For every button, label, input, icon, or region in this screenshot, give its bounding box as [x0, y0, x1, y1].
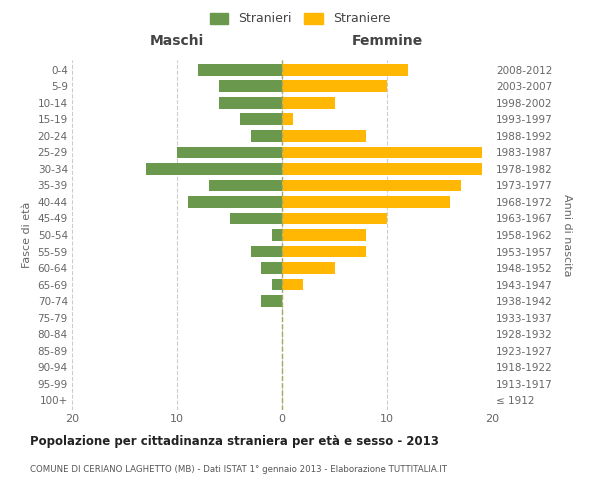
- Bar: [229, 212, 282, 224]
- Bar: [282, 114, 293, 126]
- Bar: [251, 246, 282, 258]
- Bar: [282, 196, 450, 208]
- Bar: [187, 196, 282, 208]
- Bar: [251, 130, 282, 142]
- Bar: [198, 64, 282, 76]
- Legend: Stranieri, Straniere: Stranieri, Straniere: [203, 6, 397, 32]
- Bar: [282, 229, 366, 241]
- Bar: [219, 97, 282, 109]
- Y-axis label: Fasce di età: Fasce di età: [22, 202, 32, 268]
- Bar: [282, 212, 387, 224]
- Bar: [282, 278, 303, 290]
- Bar: [282, 64, 408, 76]
- Bar: [261, 295, 282, 307]
- Bar: [282, 146, 482, 158]
- Bar: [282, 80, 387, 92]
- Bar: [271, 278, 282, 290]
- Text: Femmine: Femmine: [352, 34, 422, 48]
- Text: Maschi: Maschi: [150, 34, 204, 48]
- Bar: [209, 180, 282, 192]
- Y-axis label: Anni di nascita: Anni di nascita: [562, 194, 572, 276]
- Bar: [146, 163, 282, 175]
- Bar: [261, 262, 282, 274]
- Bar: [282, 246, 366, 258]
- Bar: [219, 80, 282, 92]
- Bar: [271, 229, 282, 241]
- Bar: [282, 163, 482, 175]
- Bar: [177, 146, 282, 158]
- Text: COMUNE DI CERIANO LAGHETTO (MB) - Dati ISTAT 1° gennaio 2013 - Elaborazione TUTT: COMUNE DI CERIANO LAGHETTO (MB) - Dati I…: [30, 465, 447, 474]
- Bar: [282, 130, 366, 142]
- Bar: [282, 97, 335, 109]
- Bar: [282, 180, 461, 192]
- Bar: [282, 262, 335, 274]
- Text: Popolazione per cittadinanza straniera per età e sesso - 2013: Popolazione per cittadinanza straniera p…: [30, 435, 439, 448]
- Bar: [240, 114, 282, 126]
